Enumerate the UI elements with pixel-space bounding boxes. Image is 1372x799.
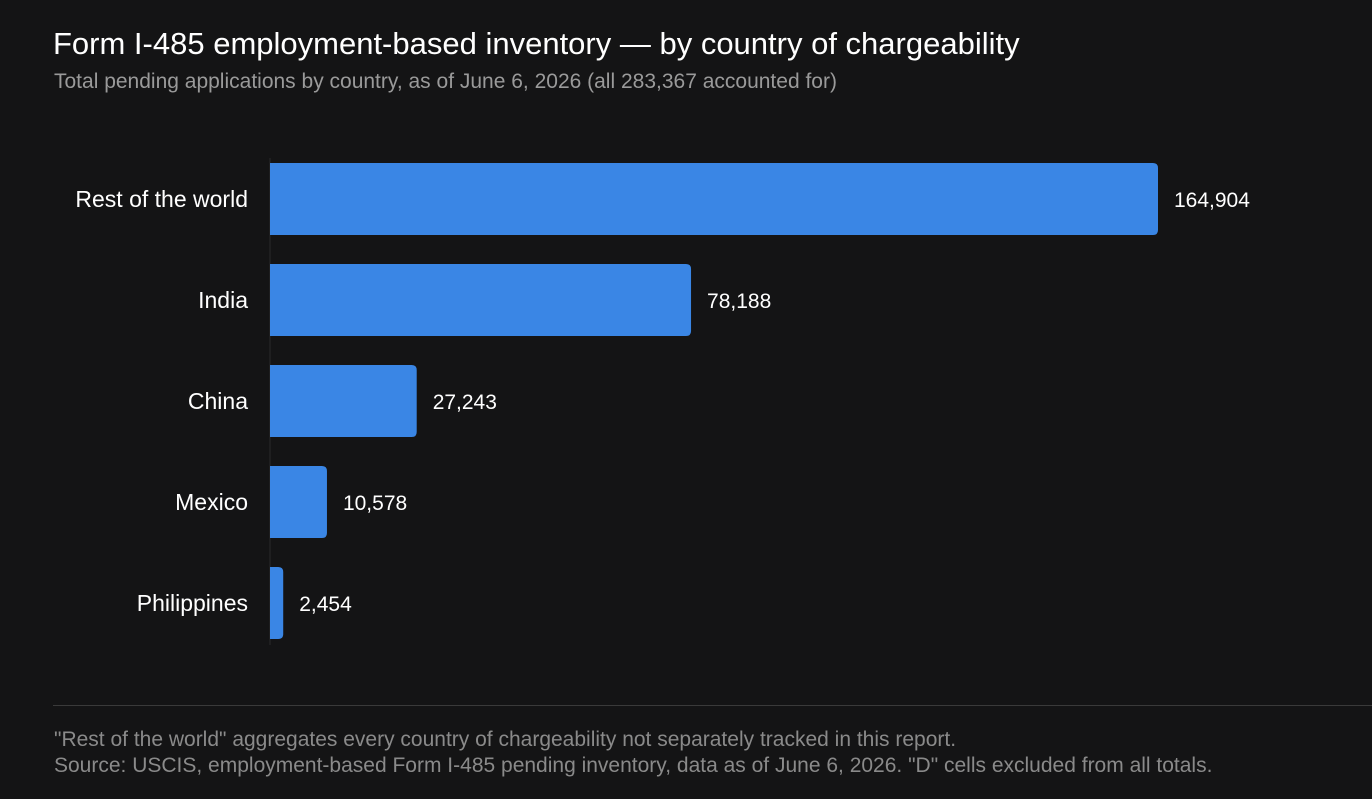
category-label-china: China xyxy=(188,388,248,414)
chart-title: Form I-485 employment-based inventory — … xyxy=(53,26,1020,61)
bar-philippines xyxy=(270,567,284,639)
bar-china xyxy=(270,365,417,437)
value-label-philippines: 2,454 xyxy=(299,593,352,616)
footer-divider xyxy=(53,705,1372,706)
category-label-mexico: Mexico xyxy=(175,489,248,515)
value-label-mexico: 10,578 xyxy=(343,492,407,515)
footnote-note: "Rest of the world" aggregates every cou… xyxy=(54,728,957,751)
category-label-philippines: Philippines xyxy=(137,590,248,616)
footnote-source: Source: USCIS, employment-based Form I-4… xyxy=(54,754,1213,777)
value-label-india: 78,188 xyxy=(707,290,771,313)
value-label-rest-of-the-world: 164,904 xyxy=(1174,189,1250,212)
bar-chart: Rest of the world 164,904 India 78,188 China… xyxy=(75,158,1250,645)
bar-india xyxy=(270,264,692,336)
chart-subtitle: Total pending applications by country, a… xyxy=(54,70,837,93)
bar-rest-of-the-world xyxy=(270,163,1158,235)
value-label-china: 27,243 xyxy=(433,391,497,414)
bar-mexico xyxy=(270,466,327,538)
category-label-india: India xyxy=(198,287,248,313)
bars-group: Rest of the world 164,904 India 78,188 China… xyxy=(75,163,1250,639)
category-label-rest-of-the-world: Rest of the world xyxy=(75,186,248,212)
